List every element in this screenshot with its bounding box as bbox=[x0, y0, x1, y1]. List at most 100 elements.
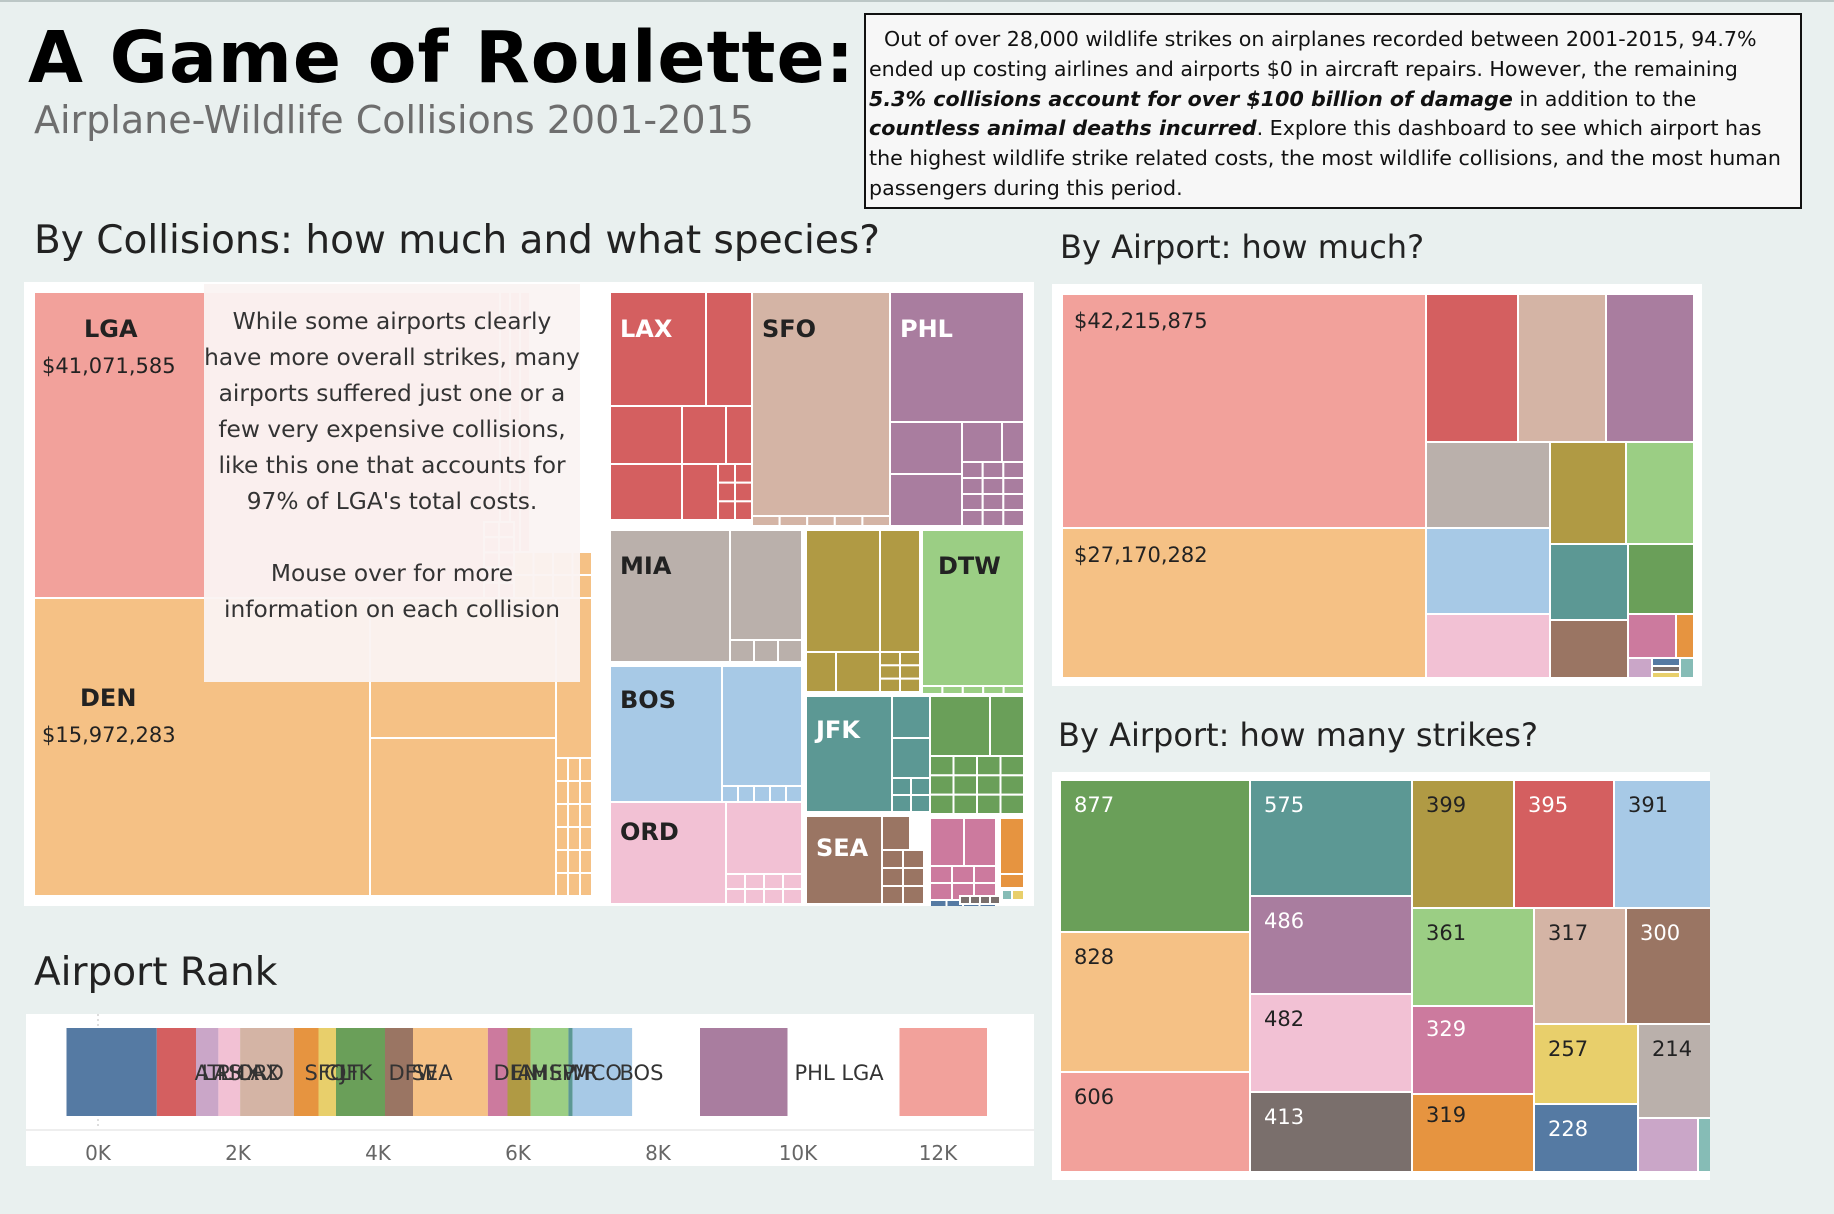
cell-dtw[interactable] bbox=[941, 685, 964, 695]
cell-phl[interactable] bbox=[981, 477, 1005, 495]
cell-olive[interactable] bbox=[899, 651, 921, 667]
cell-den[interactable] bbox=[567, 803, 581, 828]
cell-lax[interactable] bbox=[717, 481, 736, 503]
cell-blue[interactable] bbox=[929, 899, 948, 909]
cell-sea[interactable] bbox=[902, 885, 925, 905]
cell-phl[interactable] bbox=[889, 473, 963, 527]
cell-den[interactable] bbox=[555, 757, 569, 782]
cell-jfk[interactable] bbox=[891, 737, 931, 779]
cell-lax[interactable] bbox=[1425, 293, 1519, 443]
cell-green[interactable] bbox=[976, 793, 1002, 816]
cell-dtw[interactable] bbox=[1625, 441, 1695, 545]
cell-pink[interactable] bbox=[1627, 613, 1677, 659]
cell-den[interactable] bbox=[579, 780, 593, 805]
cell-phl[interactable] bbox=[1002, 461, 1025, 479]
rank-bar-green[interactable] bbox=[336, 1028, 385, 1116]
cell-mia[interactable] bbox=[777, 639, 803, 663]
cell-lax[interactable] bbox=[681, 463, 719, 521]
cell-mia[interactable] bbox=[729, 529, 803, 641]
strikes-cell-dtw[interactable] bbox=[1411, 907, 1535, 1007]
cell-olive[interactable] bbox=[835, 651, 881, 693]
cell-sea[interactable] bbox=[805, 815, 883, 905]
cell-orange[interactable] bbox=[999, 817, 1025, 875]
cell-den[interactable] bbox=[567, 780, 581, 805]
cell-olive[interactable] bbox=[879, 664, 901, 680]
cell-phl[interactable] bbox=[1605, 293, 1695, 443]
cell-phl[interactable] bbox=[961, 509, 984, 527]
rank-bar-lavender[interactable] bbox=[196, 1028, 219, 1116]
cell-orange[interactable] bbox=[1675, 613, 1695, 659]
cell-den[interactable] bbox=[579, 826, 593, 851]
rank-bar-jfk[interactable] bbox=[568, 1028, 573, 1116]
cell-dark[interactable] bbox=[959, 895, 971, 905]
cell-dark[interactable] bbox=[989, 895, 1001, 905]
cell-green[interactable] bbox=[999, 774, 1025, 796]
cell-ord[interactable] bbox=[763, 873, 784, 890]
cell-den[interactable] bbox=[579, 803, 593, 828]
strikes-cell-jfk[interactable] bbox=[1249, 779, 1413, 897]
cell-den[interactable] bbox=[555, 826, 569, 851]
cell-teal[interactable] bbox=[1001, 889, 1013, 901]
cell-green[interactable] bbox=[976, 755, 1002, 777]
cell-sfo[interactable] bbox=[861, 515, 892, 527]
cell-sea[interactable] bbox=[881, 867, 904, 887]
cell-ord[interactable] bbox=[725, 888, 746, 905]
rank-bar-orange[interactable] bbox=[294, 1028, 319, 1116]
cell-dtw[interactable] bbox=[1002, 685, 1025, 695]
cell-lax[interactable] bbox=[609, 291, 707, 407]
cell-sea[interactable] bbox=[881, 815, 911, 851]
cell-bos[interactable] bbox=[721, 665, 803, 787]
cell-sfo[interactable] bbox=[778, 515, 809, 527]
cell-pink[interactable] bbox=[973, 865, 997, 884]
cell-jfk[interactable] bbox=[910, 777, 931, 796]
cell-pink[interactable] bbox=[963, 817, 997, 867]
rank-bar-dtw[interactable] bbox=[530, 1028, 569, 1116]
rank-bar-den[interactable] bbox=[413, 1028, 488, 1116]
cell-phl[interactable] bbox=[889, 421, 963, 475]
cell-den[interactable] bbox=[567, 849, 581, 874]
cell-den[interactable] bbox=[567, 826, 581, 851]
cell-den[interactable] bbox=[369, 737, 557, 897]
cell-mia[interactable] bbox=[729, 639, 755, 663]
cell-ord[interactable] bbox=[725, 801, 803, 875]
rank-bar-bos[interactable] bbox=[572, 1028, 633, 1116]
cell-lax[interactable] bbox=[705, 291, 753, 407]
cell-lax[interactable] bbox=[725, 405, 753, 465]
cell-phl[interactable] bbox=[981, 461, 1005, 479]
cell-green[interactable] bbox=[976, 774, 1002, 796]
cost-lga[interactable] bbox=[1061, 293, 1427, 529]
cell-jfk[interactable] bbox=[891, 695, 931, 739]
cell-pink[interactable] bbox=[929, 865, 953, 884]
cell-jfk[interactable] bbox=[891, 777, 912, 796]
cell-phl[interactable] bbox=[961, 461, 984, 479]
cell-sea[interactable] bbox=[902, 849, 925, 869]
cell-olive[interactable] bbox=[899, 664, 921, 680]
cell-dark[interactable] bbox=[969, 895, 981, 905]
cell-ord[interactable] bbox=[744, 873, 765, 890]
cell-sfo[interactable] bbox=[751, 515, 781, 527]
cell-green[interactable] bbox=[999, 793, 1025, 816]
cell-yellow[interactable] bbox=[1011, 889, 1025, 901]
cell-bos[interactable] bbox=[769, 785, 787, 803]
cell-phl[interactable] bbox=[1002, 509, 1025, 527]
cell-ord[interactable] bbox=[763, 888, 784, 905]
cell-teal[interactable] bbox=[1679, 657, 1695, 679]
cell-bos[interactable] bbox=[753, 785, 771, 803]
cell-jfk[interactable] bbox=[891, 794, 912, 813]
cell-phl[interactable] bbox=[961, 493, 984, 511]
cell-green[interactable] bbox=[952, 793, 978, 816]
cell-den[interactable] bbox=[555, 803, 569, 828]
cell-phl[interactable] bbox=[1002, 493, 1025, 511]
cell-green[interactable] bbox=[952, 774, 978, 796]
cell-lax[interactable] bbox=[734, 481, 753, 503]
strikes-cell-orange[interactable] bbox=[1411, 1093, 1535, 1173]
cell-bos[interactable] bbox=[721, 785, 739, 803]
cell-ord[interactable] bbox=[725, 873, 746, 890]
cost-den[interactable] bbox=[1061, 527, 1427, 679]
cell-phl[interactable] bbox=[981, 493, 1005, 511]
cell-green[interactable] bbox=[989, 695, 1025, 757]
cell-ord[interactable] bbox=[1425, 613, 1551, 679]
strikes-cell-mia[interactable] bbox=[1637, 1023, 1713, 1119]
cell-ord[interactable] bbox=[609, 801, 727, 905]
cell-dtw[interactable] bbox=[982, 685, 1005, 695]
